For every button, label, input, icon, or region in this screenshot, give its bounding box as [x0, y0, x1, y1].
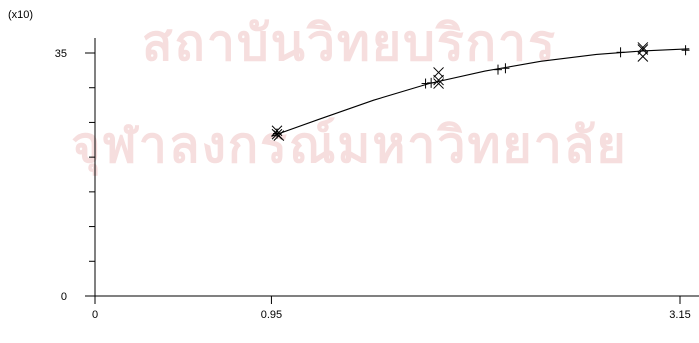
watermark-line-1: สถาบันวิทยบริการ: [142, 14, 557, 72]
plus-marker: [501, 63, 510, 74]
axes: 0 0.95 3.15 0 35: [55, 38, 699, 321]
plus-marker: [681, 45, 690, 56]
plus-marker: [616, 47, 625, 58]
plus-marker: [273, 128, 281, 139]
x-marker: [433, 74, 444, 86]
watermark-line-2: จุฬาลงกรณ์มหาวิทยาลัย: [71, 116, 628, 174]
y-tick-label: 0: [61, 291, 67, 303]
x-marker: [433, 78, 444, 89]
y-multiplier-label: (x10): [8, 9, 33, 21]
y-tick-label: 35: [55, 48, 67, 60]
x-marker: [433, 67, 444, 78]
plus-marker: [421, 78, 430, 89]
x-tick-label: 0.95: [261, 309, 282, 321]
fit-curve-layer: [271, 48, 690, 137]
points-layer: [271, 42, 690, 141]
fit-curve: [271, 48, 690, 137]
x-marker: [637, 51, 649, 62]
plus-marker: [427, 77, 436, 88]
plus-marker: [494, 64, 502, 75]
x-tick-label: 3.15: [669, 309, 690, 321]
x-tick-label: 0: [92, 309, 98, 321]
x-marker: [637, 42, 649, 53]
x-marker: [273, 130, 285, 141]
